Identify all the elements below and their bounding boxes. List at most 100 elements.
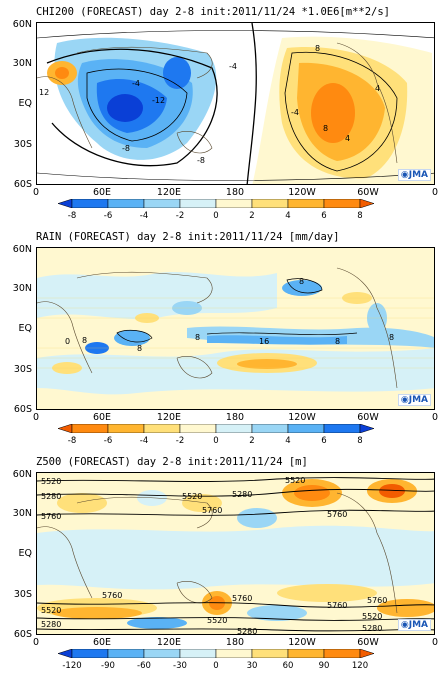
colorbar-tick-label: -30 <box>173 661 187 671</box>
colorbar-segment <box>107 424 145 433</box>
colorbar-tick-label: 0 <box>213 661 219 671</box>
colorbar-tick-label: 30 <box>246 661 258 671</box>
rain-panel: RAIN (FORECAST) day 2-8 init:2011/11/24 … <box>0 225 447 450</box>
rain-field: 8 8 8 16 8 8 0 8 <box>37 248 434 409</box>
lon-label: 0 <box>431 637 439 648</box>
colorbar-tick-label: 6 <box>321 436 327 446</box>
colorbar-segment <box>251 424 289 433</box>
lat-label-30n: 30N <box>12 58 32 69</box>
colorbar-tick-label: -8 <box>67 436 77 446</box>
chi200-contour-label: -4 <box>132 79 140 88</box>
colorbar-tick-label: -6 <box>103 211 113 221</box>
colorbar-tick-label: -90 <box>101 661 115 671</box>
z500-contour-label: 5520 <box>41 606 61 615</box>
coastlines <box>37 42 398 164</box>
lon-label: 60W <box>357 637 379 648</box>
colorbar-segment <box>323 649 361 658</box>
z500-contour-label: 5520 <box>182 492 202 501</box>
chi200-contour-label: -4 <box>229 62 237 71</box>
colorbar-segment <box>359 649 374 658</box>
chi200-contour-label: -8 <box>197 156 205 165</box>
z500-contour-label: 5760 <box>41 512 61 521</box>
chi200-title: CHI200 (FORECAST) day 2-8 init:2011/11/2… <box>36 6 391 18</box>
rain-contour-label: 8 <box>335 337 340 346</box>
jma-logo-icon: ◉ <box>400 170 409 180</box>
colorbar-segment <box>179 649 217 658</box>
rain-contour-label: 8 <box>82 336 87 345</box>
lat-label-60s: 60S <box>13 629 32 640</box>
z500-contour-label: 5280 <box>237 627 257 635</box>
lon-label: 120E <box>156 637 182 648</box>
colorbar-tick-label: 6 <box>321 211 327 221</box>
jma-logo: ◉JMA <box>397 169 431 181</box>
z500-colorbar-labels: -120 -90 -60 -30 0 30 60 90 120 <box>0 661 447 673</box>
z500-map: 5520 5280 5520 5760 5760 5520 5280 5760 … <box>36 472 435 635</box>
colorbar-tick-label: 2 <box>249 436 255 446</box>
z500-contour-label: 5520 <box>285 476 305 485</box>
colorbar-tick-label: -2 <box>175 211 185 221</box>
colorbar-segment <box>143 424 181 433</box>
z500-contour-label: 5280 <box>362 624 382 633</box>
jma-logo-icon: ◉ <box>400 620 409 630</box>
colorbar-segment <box>71 424 109 433</box>
colorbar-segment <box>215 424 253 433</box>
z500-contour-label: 5760 <box>202 506 222 515</box>
colorbar-tick-label: 120 <box>351 661 369 671</box>
colorbar-segment <box>359 199 374 208</box>
lon-label: 180 <box>225 412 245 423</box>
z500-contour-label: 5760 <box>232 594 252 603</box>
lat-label-eq: EQ <box>18 323 32 334</box>
colorbar-segment <box>107 649 145 658</box>
colorbar-segment <box>71 649 109 658</box>
colorbar-segment <box>58 649 73 658</box>
lon-label: 180 <box>225 187 245 198</box>
z500-contour-label: 5520 <box>41 477 61 486</box>
z500-title: Z500 (FORECAST) day 2-8 init:2011/11/24 … <box>36 456 308 468</box>
colorbar-segment <box>143 199 181 208</box>
colorbar-segment <box>215 199 253 208</box>
colorbar-tick-label: -8 <box>67 211 77 221</box>
colorbar-segment <box>58 424 73 433</box>
jma-logo-icon: ◉ <box>400 395 409 405</box>
chi200-contour-label: -4 <box>291 108 299 117</box>
lat-label-30s: 30S <box>13 589 32 600</box>
colorbar-segment <box>58 199 73 208</box>
lat-label-60s: 60S <box>13 179 32 190</box>
colorbar-tick-label: 8 <box>357 211 363 221</box>
colorbar-tick-label: -60 <box>137 661 151 671</box>
z500-field: 5520 5280 5520 5760 5760 5520 5280 5760 … <box>37 473 434 635</box>
lat-label-30n: 30N <box>12 283 32 294</box>
colorbar-segment <box>107 199 145 208</box>
lat-label-60n: 60N <box>12 244 32 255</box>
colorbar-tick-label: -120 <box>62 661 82 671</box>
rain-colorbar <box>58 424 374 433</box>
lon-label: 0 <box>32 412 40 423</box>
lat-label-eq: EQ <box>18 98 32 109</box>
colorbar-tick-label: 4 <box>285 211 291 221</box>
lat-label-60n: 60N <box>12 19 32 30</box>
colorbar-segment <box>143 649 181 658</box>
chi200-field: -4 -12 -8 12 -4 -8 8 -4 8 4 4 <box>37 23 434 184</box>
colorbar-segment <box>251 199 289 208</box>
chi200-contour-label: 12 <box>39 88 49 97</box>
lon-label: 0 <box>32 187 40 198</box>
rain-contour-label: 8 <box>299 277 304 286</box>
lon-label: 180 <box>225 637 245 648</box>
colorbar-segment <box>251 649 289 658</box>
colorbar-segment <box>287 649 325 658</box>
colorbar-tick-label: 8 <box>357 436 363 446</box>
lat-label-60n: 60N <box>12 469 32 480</box>
lat-label-60s: 60S <box>13 404 32 415</box>
rain-contour-label: 16 <box>259 337 269 346</box>
z500-contour-label: 5280 <box>232 490 252 499</box>
rain-title: RAIN (FORECAST) day 2-8 init:2011/11/24 … <box>36 231 340 243</box>
chi200-colorbar-labels: -8 -6 -4 -2 0 2 4 6 8 <box>0 211 447 223</box>
lon-label: 60E <box>92 637 112 648</box>
z500-contour-label: 5520 <box>362 612 382 621</box>
lon-label: 120E <box>156 187 182 198</box>
rain-contour-label: 8 <box>195 333 200 342</box>
z500-panel: Z500 (FORECAST) day 2-8 init:2011/11/24 … <box>0 450 447 677</box>
colorbar-tick-label: 0 <box>213 436 219 446</box>
colorbar-segment <box>287 424 325 433</box>
z500-contour-label: 5760 <box>102 591 122 600</box>
